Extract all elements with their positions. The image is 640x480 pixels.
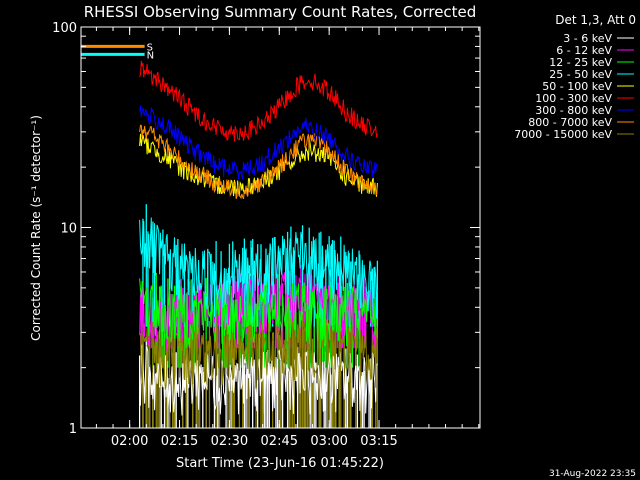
flag-label-1: N	[147, 50, 154, 61]
legend-label-7: 800 - 7000 keV	[528, 116, 612, 129]
x-tick-label: 03:00	[310, 434, 347, 449]
series-layer	[139, 60, 378, 416]
legend-label-2: 12 - 25 keV	[549, 56, 612, 69]
chart-title: RHESSI Observing Summary Count Rates, Co…	[84, 3, 477, 21]
x-tick-label: 02:15	[161, 434, 198, 449]
legend-label-8: 7000 - 15000 keV	[514, 128, 612, 141]
series-line-6	[139, 105, 378, 180]
x-tick-label: 02:00	[111, 434, 148, 449]
x-tick-label: 03:15	[360, 434, 397, 449]
axes-layer: 02:00 02:15 02:30 02:45 03:00 03:15 1 10 100	[52, 21, 481, 449]
x-tick-label: 02:30	[211, 434, 248, 449]
legend-header: Det 1,3, Att 0	[555, 13, 636, 27]
y-axis-label: Corrected Count Rate (s⁻¹ detector⁻¹)	[29, 115, 43, 341]
y-tick-label: 10	[60, 222, 77, 237]
legend-label-4: 50 - 100 keV	[542, 80, 612, 93]
legend-label-5: 100 - 300 keV	[535, 92, 612, 105]
legend-label-6: 300 - 800 keV	[535, 104, 612, 117]
footer-timestamp: 31-Aug-2022 23:35	[549, 469, 636, 479]
series-line-2	[139, 278, 378, 349]
flags-layer: SN	[81, 42, 154, 61]
y-tick-label: 1	[69, 422, 77, 437]
x-axis-label: Start Time (23-Jun-16 01:45:22)	[176, 456, 384, 471]
y-tick-label: 100	[52, 21, 77, 36]
x-tick-label: 02:45	[261, 434, 298, 449]
series-line-7	[139, 124, 378, 200]
flag-label-0: S	[147, 42, 153, 53]
series-line-3	[139, 217, 378, 319]
legend-label-0: 3 - 6 keV	[563, 32, 612, 45]
legend-label-3: 25 - 50 keV	[549, 68, 612, 81]
legend-label-1: 6 - 12 keV	[556, 44, 612, 57]
series-line-5	[139, 60, 378, 142]
